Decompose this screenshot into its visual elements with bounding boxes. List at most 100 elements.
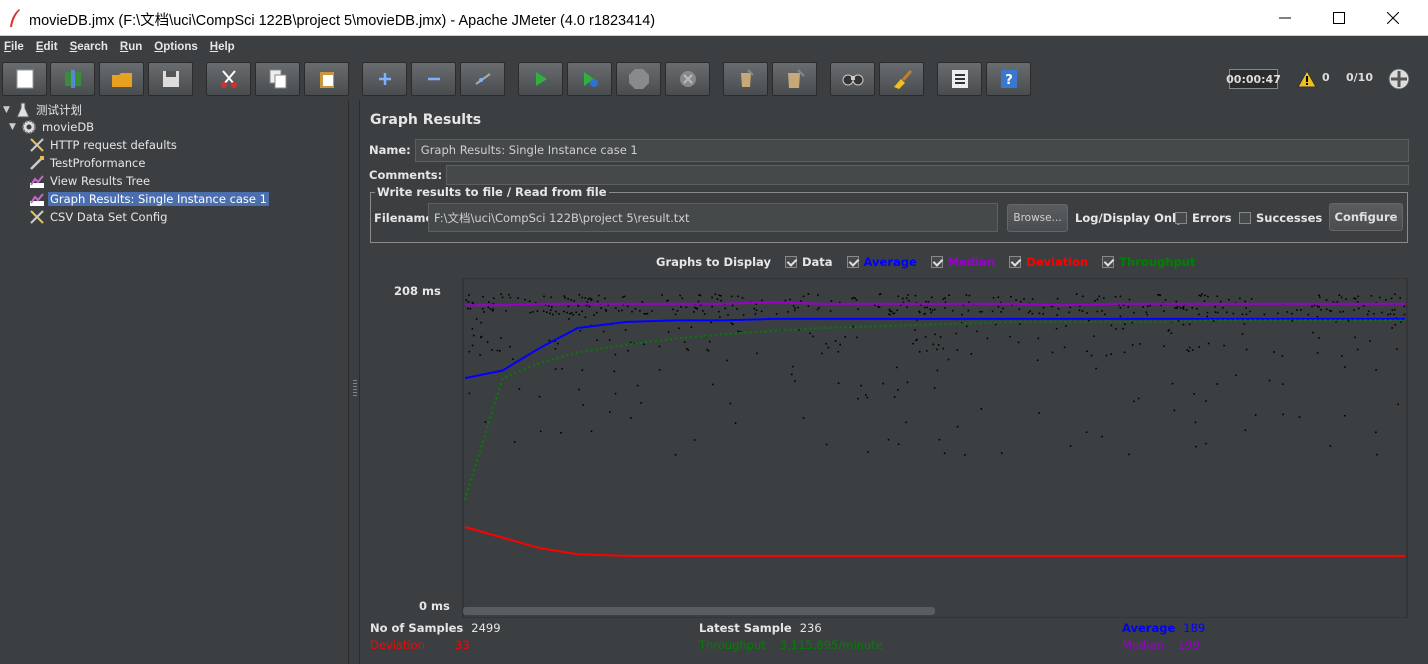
graph-option-throughput[interactable]: Throughput — [1102, 255, 1195, 269]
data-checkbox[interactable] — [784, 256, 797, 268]
data-point — [1206, 311, 1209, 314]
toolbar: ? 00:00:47 0 0/10 — [0, 58, 1428, 100]
tree-item-csv-data-set-config[interactable]: CSV Data Set Config — [29, 208, 169, 225]
data-point — [512, 358, 514, 360]
graph-option-data[interactable]: Data — [784, 255, 833, 269]
browse-button[interactable]: Browse... — [1007, 204, 1068, 232]
no-of-samples-stat: No of Samples 2499 — [370, 621, 501, 635]
clear-button[interactable] — [723, 62, 768, 96]
data-point — [890, 310, 893, 313]
tree-item-view-results-tree[interactable]: View Results Tree — [29, 172, 152, 189]
data-point — [1101, 310, 1103, 312]
reset-search-button[interactable] — [879, 62, 924, 96]
cut-icon — [220, 70, 237, 88]
shutdown-button[interactable] — [665, 62, 710, 96]
clear-all-button[interactable] — [772, 62, 817, 96]
name-label: Name: — [369, 143, 411, 157]
configure-button[interactable]: Configure — [1329, 203, 1403, 231]
menu-help[interactable]: Help — [209, 40, 235, 53]
cut-button[interactable] — [206, 62, 251, 96]
minimize-button[interactable] — [1258, 0, 1312, 36]
data-point — [609, 411, 611, 413]
search-button[interactable] — [830, 62, 875, 96]
data-point — [1160, 304, 1162, 307]
average-checkbox[interactable] — [846, 256, 859, 268]
file-group-title: Write results to file / Read from file — [375, 185, 609, 199]
data-point — [755, 303, 757, 305]
graph-option-median[interactable]: Median — [930, 255, 995, 269]
collapse-all-button[interactable] — [411, 62, 456, 96]
successes-option[interactable]: Successes — [1239, 210, 1322, 225]
errors-checkbox[interactable] — [1175, 211, 1187, 224]
tree-item-moviedb[interactable]: ▼ movieDB — [9, 118, 96, 135]
collapse-arrow-icon[interactable]: ▼ — [3, 104, 10, 115]
tree-item-test-plan[interactable]: ▼ 测试计划 — [3, 101, 84, 118]
deviation-checkbox[interactable] — [1009, 256, 1022, 268]
data-point — [629, 341, 632, 344]
median-checkbox[interactable] — [930, 256, 943, 268]
data-point — [513, 441, 516, 443]
graph-option-average[interactable]: Average — [846, 255, 917, 269]
data-point — [683, 341, 686, 343]
menu-file[interactable]: File — [4, 40, 24, 53]
toggle-button[interactable] — [460, 62, 505, 96]
data-point — [543, 295, 545, 298]
data-point — [912, 342, 914, 345]
name-field[interactable]: Graph Results: Single Instance case 1 — [414, 138, 1409, 162]
close-button[interactable] — [1366, 0, 1420, 36]
data-point — [916, 338, 918, 341]
start-no-pauses-button[interactable] — [567, 62, 612, 96]
menu-search[interactable]: Search — [69, 40, 108, 53]
panel-title: Graph Results — [370, 112, 482, 128]
divider-grip[interactable] — [353, 380, 357, 398]
latest-sample-value: 236 — [799, 621, 822, 635]
open-button[interactable] — [99, 62, 144, 96]
menu-options[interactable]: Options — [154, 40, 198, 53]
split-pane-divider[interactable] — [350, 100, 360, 664]
tree-item-graph-results[interactable]: Graph Results: Single Instance case 1 — [29, 190, 269, 207]
test-plan-icon — [16, 102, 30, 117]
help-button[interactable]: ? — [986, 62, 1031, 96]
copy-button[interactable] — [255, 62, 300, 96]
expand-all-button[interactable] — [362, 62, 407, 96]
save-button[interactable] — [148, 62, 193, 96]
data-point — [1318, 294, 1320, 296]
data-point — [753, 307, 756, 310]
function-helper-button[interactable] — [937, 62, 982, 96]
data-point — [1128, 298, 1131, 301]
start-button[interactable] — [518, 62, 563, 96]
collapse-arrow-icon[interactable]: ▼ — [9, 121, 16, 132]
data-point — [615, 307, 617, 309]
data-point — [529, 311, 532, 314]
warning-icon[interactable] — [1297, 70, 1317, 88]
errors-option[interactable]: Errors — [1175, 210, 1232, 225]
menu-edit[interactable]: Edit — [35, 40, 58, 53]
graph-option-deviation[interactable]: Deviation — [1009, 255, 1088, 269]
data-point — [1226, 311, 1228, 314]
successes-checkbox[interactable] — [1239, 211, 1251, 224]
tree-item-http-request-defaults[interactable]: HTTP request defaults — [29, 136, 179, 153]
menu-run[interactable]: Run — [119, 40, 143, 53]
data-point — [955, 332, 958, 335]
filename-field[interactable]: F:\文档\uci\CompSci 122B\project 5\result.… — [428, 203, 998, 232]
new-button[interactable] — [2, 62, 47, 96]
maximize-button[interactable] — [1312, 0, 1366, 36]
data-point — [915, 339, 917, 342]
data-point — [1340, 296, 1343, 299]
data-point — [590, 430, 593, 433]
paste-button[interactable] — [304, 62, 349, 96]
data-point — [931, 309, 934, 312]
remote-start-icon[interactable] — [1388, 68, 1410, 90]
horizontal-scrollbar-thumb[interactable] — [463, 607, 935, 615]
templates-button[interactable] — [50, 62, 95, 96]
data-point — [893, 396, 896, 398]
data-point — [857, 308, 859, 310]
data-point — [465, 299, 468, 301]
tree-item-testproformance[interactable]: TestProformance — [29, 154, 147, 171]
throughput-checkbox[interactable] — [1102, 256, 1115, 268]
minimize-icon — [1279, 17, 1291, 19]
data-point — [1178, 320, 1180, 322]
stop-button[interactable] — [616, 62, 661, 96]
data-point — [468, 392, 471, 395]
comments-field[interactable] — [446, 165, 1409, 185]
